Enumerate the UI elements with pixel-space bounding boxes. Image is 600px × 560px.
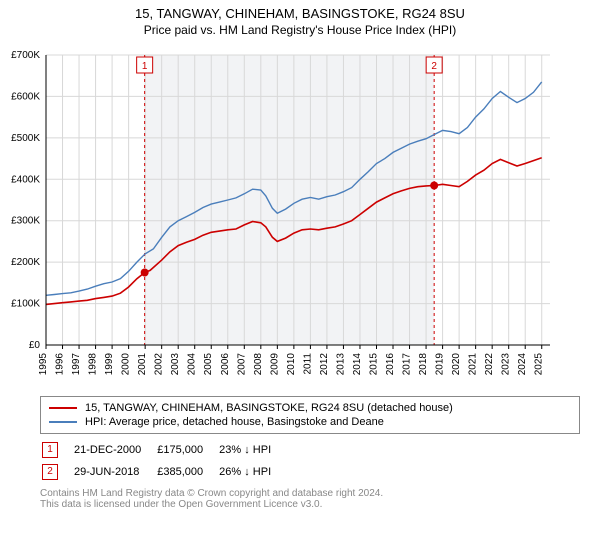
svg-text:2003: 2003 xyxy=(170,353,181,376)
marker-box-1: 1 xyxy=(42,442,58,458)
svg-text:£200K: £200K xyxy=(11,257,40,268)
marker-diff-1: 23% ↓ HPI xyxy=(219,440,285,460)
svg-text:2016: 2016 xyxy=(385,353,396,376)
title-sub: Price paid vs. HM Land Registry's House … xyxy=(0,23,600,37)
marker-price-2: £385,000 xyxy=(157,462,217,482)
svg-text:2001: 2001 xyxy=(137,353,148,376)
marker-date-2: 29-JUN-2018 xyxy=(74,462,155,482)
legend-label-hpi: HPI: Average price, detached house, Basi… xyxy=(85,416,384,428)
legend-row-hpi: HPI: Average price, detached house, Basi… xyxy=(49,415,571,429)
svg-text:2023: 2023 xyxy=(501,353,512,376)
svg-text:£100K: £100K xyxy=(11,299,40,310)
svg-text:£600K: £600K xyxy=(11,91,40,102)
marker-date-1: 21-DEC-2000 xyxy=(74,440,155,460)
markers-table: 1 21-DEC-2000 £175,000 23% ↓ HPI 2 29-JU… xyxy=(40,438,287,484)
svg-text:1998: 1998 xyxy=(88,353,99,376)
svg-text:1995: 1995 xyxy=(38,353,49,376)
marker-price-1: £175,000 xyxy=(157,440,217,460)
legend-label-property: 15, TANGWAY, CHINEHAM, BASINGSTOKE, RG24… xyxy=(85,402,453,414)
svg-text:1997: 1997 xyxy=(71,353,82,376)
svg-text:2013: 2013 xyxy=(335,353,346,376)
svg-text:2017: 2017 xyxy=(402,353,413,376)
footer: Contains HM Land Registry data © Crown c… xyxy=(40,488,580,510)
svg-text:2004: 2004 xyxy=(187,353,198,376)
svg-text:2007: 2007 xyxy=(236,353,247,376)
legend-box: 15, TANGWAY, CHINEHAM, BASINGSTOKE, RG24… xyxy=(40,396,580,434)
svg-text:£500K: £500K xyxy=(11,133,40,144)
svg-text:2000: 2000 xyxy=(121,353,132,376)
footer-line-2: This data is licensed under the Open Gov… xyxy=(40,499,580,510)
marker-row-2: 2 29-JUN-2018 £385,000 26% ↓ HPI xyxy=(42,462,285,482)
svg-text:2025: 2025 xyxy=(534,353,545,376)
svg-text:£400K: £400K xyxy=(11,174,40,185)
svg-text:2024: 2024 xyxy=(517,353,528,376)
svg-text:2021: 2021 xyxy=(468,353,479,376)
chart-area: £0 £100K £200K £300K £400K £500K £600K £700K 199… xyxy=(0,45,600,390)
svg-text:2008: 2008 xyxy=(253,353,264,376)
marker-diff-2: 26% ↓ HPI xyxy=(219,462,285,482)
svg-text:1: 1 xyxy=(142,61,148,72)
legend-row-property: 15, TANGWAY, CHINEHAM, BASINGSTOKE, RG24… xyxy=(49,401,571,415)
svg-text:2: 2 xyxy=(431,61,437,72)
titles: 15, TANGWAY, CHINEHAM, BASINGSTOKE, RG24… xyxy=(0,0,600,37)
svg-text:2010: 2010 xyxy=(286,353,297,376)
legend-swatch-hpi xyxy=(49,421,77,423)
svg-text:2009: 2009 xyxy=(269,353,280,376)
svg-text:2005: 2005 xyxy=(203,353,214,376)
svg-text:2015: 2015 xyxy=(368,353,379,376)
svg-text:2022: 2022 xyxy=(484,353,495,376)
svg-text:2014: 2014 xyxy=(352,353,363,376)
chart-container: 15, TANGWAY, CHINEHAM, BASINGSTOKE, RG24… xyxy=(0,0,600,560)
svg-text:2020: 2020 xyxy=(451,353,462,376)
footer-line-1: Contains HM Land Registry data © Crown c… xyxy=(40,488,580,499)
title-main: 15, TANGWAY, CHINEHAM, BASINGSTOKE, RG24… xyxy=(0,6,600,21)
svg-text:2018: 2018 xyxy=(418,353,429,376)
svg-text:1996: 1996 xyxy=(55,353,66,376)
svg-text:£700K: £700K xyxy=(11,50,40,61)
svg-text:1999: 1999 xyxy=(104,353,115,376)
svg-text:2006: 2006 xyxy=(220,353,231,376)
svg-text:2012: 2012 xyxy=(319,353,330,376)
chart-svg: £0 £100K £200K £300K £400K £500K £600K £700K 199… xyxy=(0,45,560,385)
svg-text:2019: 2019 xyxy=(435,353,446,376)
svg-text:2011: 2011 xyxy=(302,353,313,375)
svg-text:2002: 2002 xyxy=(154,353,165,376)
svg-text:£0: £0 xyxy=(29,340,41,351)
marker-box-2: 2 xyxy=(42,464,58,480)
svg-text:£300K: £300K xyxy=(11,216,40,227)
legend-swatch-property xyxy=(49,407,77,409)
marker-row-1: 1 21-DEC-2000 £175,000 23% ↓ HPI xyxy=(42,440,285,460)
